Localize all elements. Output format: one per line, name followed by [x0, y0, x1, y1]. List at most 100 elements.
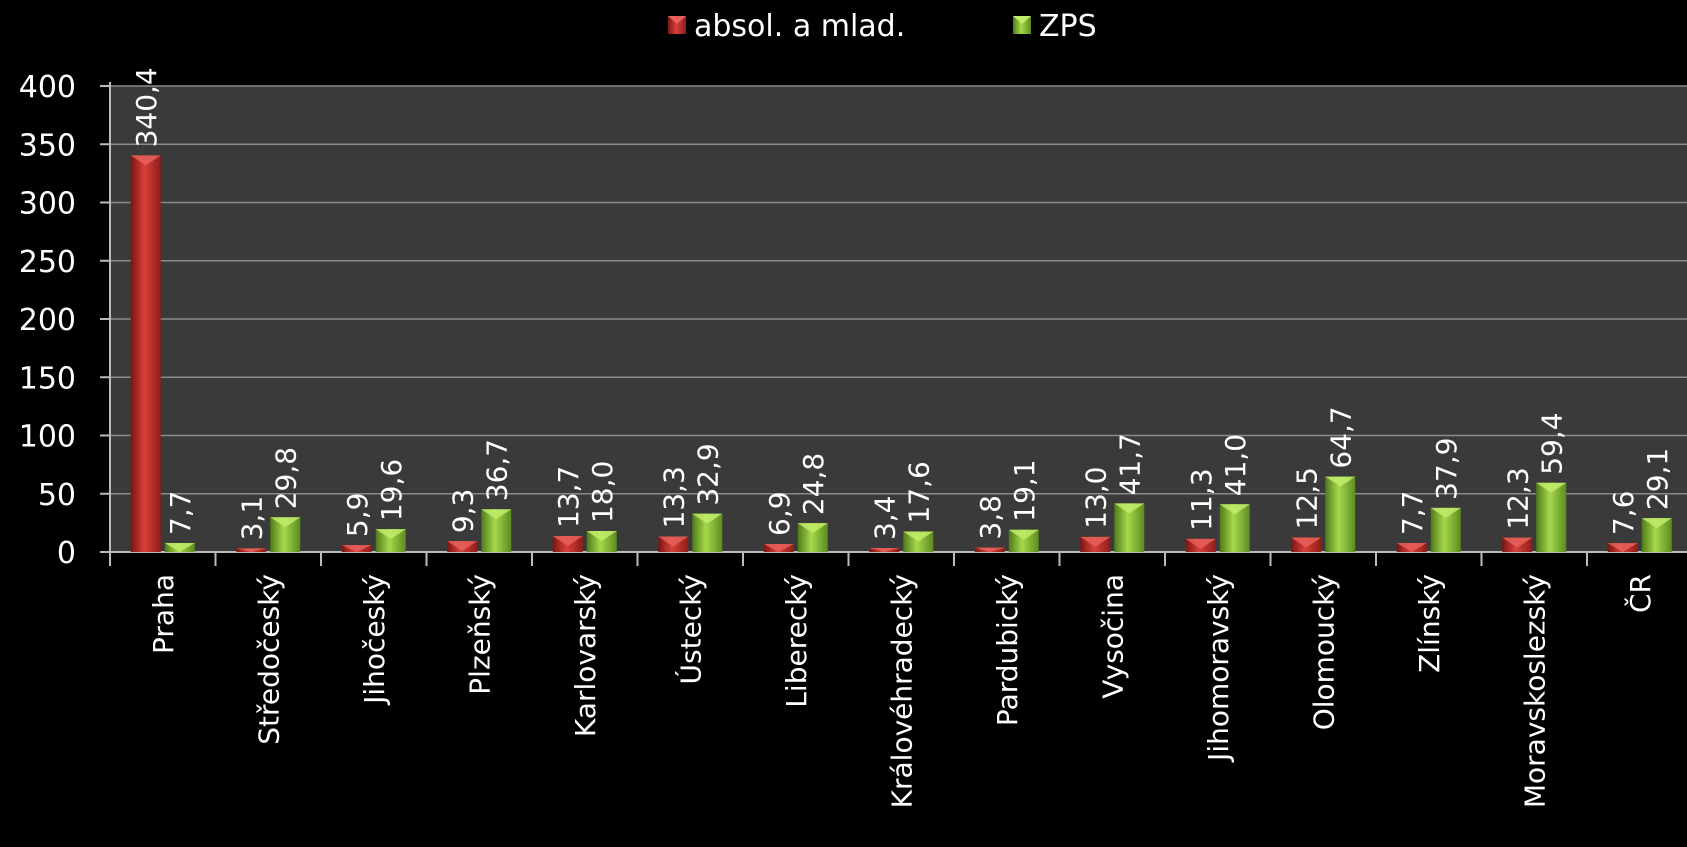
x-tick-label-ustecky: Ústecký: [673, 574, 707, 684]
legend-label-zps: ZPS: [1039, 9, 1097, 44]
x-tick-label-liberecky: Liberecký: [780, 574, 813, 708]
y-tick-label: 200: [19, 303, 76, 338]
data-label-absol-a-mlad-pardubicky: 3,8: [974, 495, 1007, 540]
data-label-zps-liberecky: 24,8: [797, 453, 830, 515]
data-label-absol-a-mlad-praha: 340,4: [130, 67, 163, 147]
bar-cap: [763, 543, 794, 552]
data-label-zps-pardubicky: 19,1: [1008, 459, 1041, 521]
data-label-absol-a-mlad-cr: 7,6: [1607, 491, 1640, 536]
bar-zps-pardubicky: [1008, 529, 1039, 552]
bar-cap: [903, 531, 934, 542]
data-labels: 340,4 3,1 5,9 9,3 13,7 13,3 6,9 3,4 3,8 13,0 11,3 1…: [130, 67, 1674, 540]
y-tick-label: 150: [19, 361, 76, 396]
bar-zps-kralovehradecky: [903, 531, 934, 552]
bar-cap: [447, 541, 478, 552]
bar-cap: [974, 547, 1005, 552]
bar-cap: [270, 517, 301, 528]
x-tick-label-praha: Praha: [147, 574, 180, 654]
bar-cap: [1291, 537, 1322, 548]
bar-cap: [1219, 504, 1250, 515]
x-tick-label-plzensky: Plzeňský: [463, 574, 496, 695]
legend-swatch-zps: [1013, 16, 1031, 34]
data-label-zps-olomoucky: 64,7: [1324, 406, 1357, 468]
bar-cap: [130, 155, 161, 166]
x-tick-label-stredocesky: Středočeský: [252, 574, 285, 745]
bar-zps-olomoucky: [1325, 476, 1356, 552]
legend: absol. a mlad. ZPS: [668, 9, 1097, 44]
x-tick-label-zlinsky: Zlínský: [1413, 574, 1446, 673]
legend-swatch-cap: [668, 16, 686, 24]
y-tick-label: 350: [19, 128, 76, 163]
axes: 0 50 100 150 200 250 300 350 400 Praha Středočeský…: [19, 70, 1687, 808]
bar-cap: [1536, 482, 1567, 493]
y-tick-label: 100: [19, 420, 76, 455]
legend-swatch-absol-a-mlad: [668, 16, 686, 34]
data-label-absol-a-mlad-vysocina: 13,0: [1079, 467, 1112, 529]
y-tick-label: 250: [19, 245, 76, 280]
x-tick-label-kralovehradecky: Královéhradecký: [885, 574, 918, 808]
bar-cap: [481, 509, 512, 520]
bar-cap: [552, 536, 583, 547]
data-label-absol-a-mlad-jihocesky: 5,9: [341, 493, 374, 538]
bar-cap: [692, 513, 723, 524]
legend-swatch-cap: [1013, 16, 1031, 24]
x-tick-label-karlovarsky: Karlovarský: [569, 574, 602, 737]
bar-zps-moravskoslezsky: [1536, 482, 1567, 552]
data-label-zps-jihomoravsky: 41,0: [1219, 434, 1252, 496]
x-tick-label-pardubicky: Pardubický: [991, 574, 1024, 726]
bar-cap: [1430, 507, 1461, 518]
bar-cap: [1607, 543, 1638, 552]
data-label-absol-a-mlad-ustecky: 13,3: [657, 466, 690, 528]
bar-cap: [164, 543, 195, 552]
bar-cap: [1502, 537, 1533, 548]
x-tick-label-jihomoravsky: Jihomoravský: [1202, 574, 1235, 763]
x-tick-label-cr: ČR: [1623, 574, 1657, 613]
data-label-zps-zlinsky: 37,9: [1430, 438, 1463, 500]
data-label-zps-ustecky: 32,9: [691, 443, 724, 505]
data-label-absol-a-mlad-jihomoravsky: 11,3: [1185, 468, 1218, 530]
bar-absol-a-mlad-praha: [130, 155, 161, 552]
bars: [130, 155, 1672, 552]
data-label-zps-karlovarsky: 18,0: [586, 461, 619, 523]
data-label-absol-a-mlad-stredocesky: 3,1: [235, 496, 268, 541]
data-label-absol-a-mlad-plzensky: 9,3: [446, 489, 479, 534]
y-tick-label: 400: [19, 70, 76, 105]
bar-cap: [236, 548, 267, 552]
data-label-absol-a-mlad-liberecky: 6,9: [763, 491, 796, 536]
data-label-absol-a-mlad-moravskoslezsky: 12,3: [1501, 467, 1534, 529]
data-label-zps-praha: 7,7: [164, 490, 197, 535]
bar-cap: [658, 536, 689, 547]
bar-cap: [1325, 476, 1356, 487]
data-label-zps-vysocina: 41,7: [1113, 433, 1146, 495]
data-label-zps-plzensky: 36,7: [480, 439, 513, 501]
x-tick-label-jihocesky: Jihočeský: [358, 574, 391, 706]
bar-cap: [1080, 536, 1111, 547]
bar-cap: [1396, 543, 1427, 552]
bar-cap: [1114, 503, 1145, 514]
data-label-zps-cr: 29,1: [1641, 448, 1674, 510]
bar-cap: [586, 531, 617, 542]
x-tick-label-moravskoslezsky: Moravskoslezský: [1518, 574, 1551, 808]
bar-cap: [1185, 538, 1216, 549]
bar-cap: [797, 523, 828, 534]
bar-cap: [375, 529, 406, 540]
y-tick-label: 50: [38, 478, 76, 513]
data-label-absol-a-mlad-olomoucky: 12,5: [1290, 467, 1323, 529]
data-label-absol-a-mlad-karlovarsky: 13,7: [552, 466, 585, 528]
bar-cap: [869, 548, 900, 552]
bar-cap: [1641, 518, 1672, 529]
y-tick-label: 0: [57, 536, 76, 571]
data-label-zps-stredocesky: 29,8: [269, 447, 302, 509]
data-label-zps-jihocesky: 19,6: [375, 459, 408, 521]
data-label-zps-kralovehradecky: 17,6: [902, 461, 935, 523]
y-tick-label: 300: [19, 187, 76, 222]
data-label-absol-a-mlad-kralovehradecky: 3,4: [868, 496, 901, 541]
bar-zps-jihocesky: [375, 529, 406, 552]
legend-label-absol-a-mlad: absol. a mlad.: [694, 9, 905, 44]
bar-zps-karlovarsky: [586, 531, 617, 552]
bar-cap: [1008, 529, 1039, 540]
x-tick-label-vysocina: Vysočina: [1096, 574, 1129, 699]
data-label-zps-moravskoslezsky: 59,4: [1535, 412, 1568, 474]
